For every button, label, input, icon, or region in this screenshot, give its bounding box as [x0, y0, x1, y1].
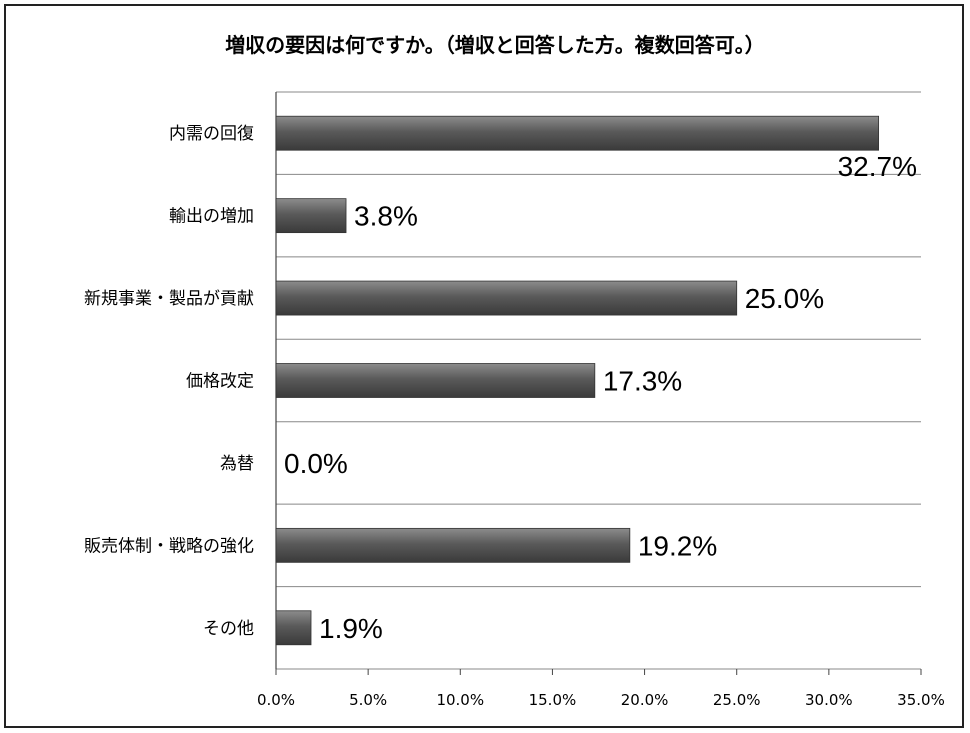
data-label: 32.7%: [838, 151, 917, 182]
bar: [275, 280, 738, 316]
category-label: 内需の回復: [169, 124, 254, 144]
x-tick-label: 0.0%: [257, 691, 295, 709]
category-label: 新規事業・製品が貢献: [84, 289, 254, 309]
category-label: 為替: [220, 454, 254, 474]
x-tick-label: 35.0%: [897, 691, 945, 709]
category-label: 価格改定: [186, 372, 254, 392]
x-tick-label: 25.0%: [713, 691, 761, 709]
x-tick-label: 5.0%: [349, 691, 387, 709]
bar: [275, 198, 347, 234]
x-tick-label: 15.0%: [529, 691, 577, 709]
x-axis-ticks: 0.0% 5.0% 10.0% 15.0% 20.0% 25.0% 30.0% 35.0%: [257, 669, 945, 709]
data-label: 17.3%: [603, 366, 682, 397]
bars: [275, 115, 880, 646]
bar: [275, 527, 631, 563]
x-tick-label: 20.0%: [621, 691, 669, 709]
data-label: 0.0%: [284, 448, 348, 479]
data-label: 3.8%: [354, 201, 418, 232]
category-label: 販売体制・戦略の強化: [84, 536, 254, 556]
data-labels: 32.7% 3.8% 25.0% 17.3% 0.0% 19.2% 1.9%: [284, 151, 917, 644]
category-label: その他: [203, 619, 254, 639]
chart-title: 増収の要因は何ですか。（増収と回答した方。複数回答可。）: [225, 33, 765, 57]
bar: [275, 363, 596, 398]
x-tick-label: 30.0%: [805, 691, 853, 709]
data-label: 25.0%: [745, 283, 824, 314]
data-label: 1.9%: [319, 613, 383, 644]
bar: [275, 115, 880, 151]
x-tick-label: 10.0%: [436, 691, 484, 709]
bar: [275, 610, 312, 646]
category-label: 輸出の増加: [169, 207, 254, 227]
data-label: 19.2%: [638, 530, 717, 561]
